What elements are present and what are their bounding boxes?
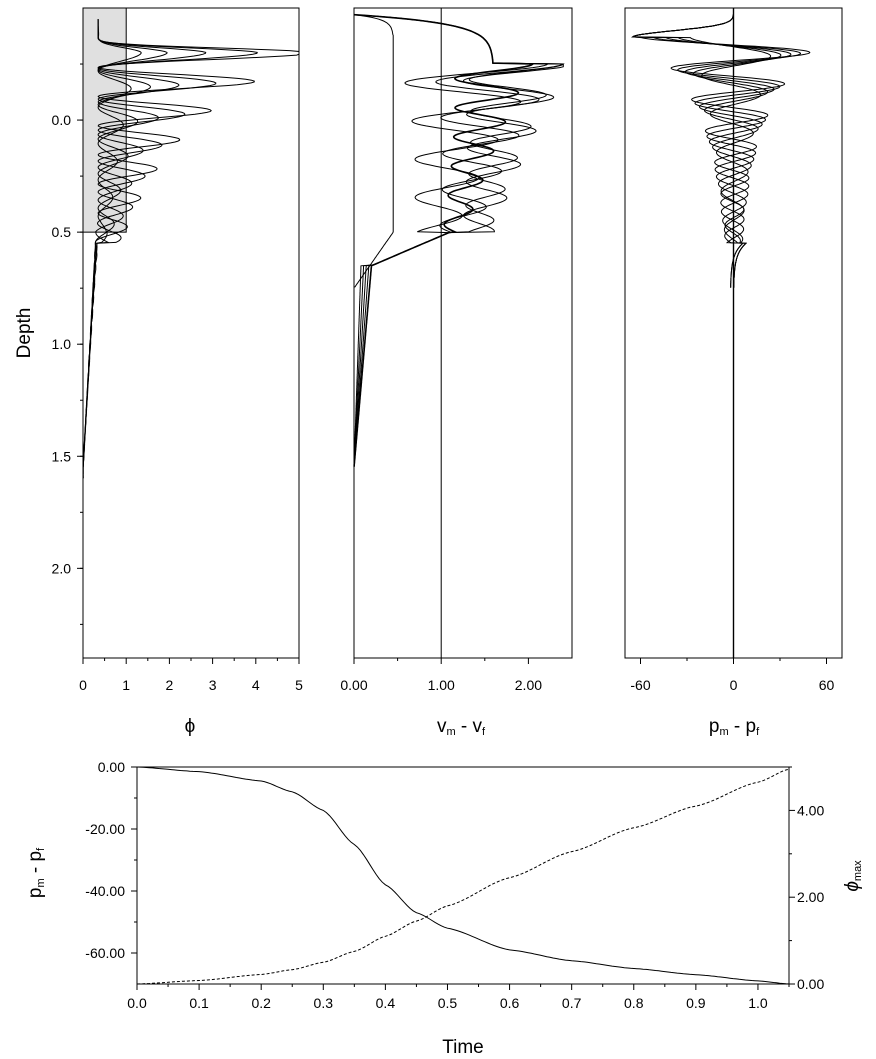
y-tick-label: -60.00 [85, 945, 125, 961]
x-tick-label: 0.4 [376, 995, 396, 1011]
x-tick-label: 0.3 [314, 995, 334, 1011]
x-tick-label: 1 [122, 677, 130, 693]
x-tick-label: 0.6 [500, 995, 520, 1011]
x-tick-label: 0.9 [686, 995, 706, 1011]
x-axis-label: Time [442, 1037, 484, 1058]
series-line [82, 19, 142, 479]
y-tick-label: -20.00 [85, 821, 125, 837]
x-axis-label: pm - pf [709, 716, 760, 738]
pressure-series-line [136, 766, 790, 985]
y-tick-label: 0.00 [98, 759, 125, 775]
x-tick-label: 0.7 [562, 995, 582, 1011]
x-tick-label: 3 [209, 677, 217, 693]
series-line [631, 14, 802, 288]
x-tick-label: 0.0 [127, 995, 147, 1011]
y-tick-label: 1.0 [52, 336, 72, 352]
y-tick-label: 2.0 [52, 560, 72, 576]
series-line [631, 14, 772, 288]
series-line [353, 14, 564, 467]
series-line [353, 14, 565, 467]
series-line [353, 14, 565, 467]
x-tick-label: 0.5 [438, 995, 458, 1011]
series-line [353, 14, 550, 467]
y-tick-label: -40.00 [85, 883, 125, 899]
plot-frame [353, 7, 573, 659]
series-line [631, 14, 792, 288]
x-tick-label: 0.00 [340, 677, 367, 693]
time-series-panel: 0.0 0.1 0.2 0.3 0.4 0.5 0.6 0.7 0.8 0.9 1.0 0.00 -20… [25, 759, 864, 1058]
porosity-panel: 0 1 2 3 4 5 0.0 0.5 1.0 1.5 2.0 ϕ Depth [14, 7, 303, 737]
pressure-panel: -60 0 60 pm - pf [624, 7, 843, 738]
x-tick-label: 5 [295, 677, 303, 693]
series-line [631, 14, 782, 288]
x-tick-label: 0.2 [251, 995, 271, 1011]
x-tick-label: 1.00 [428, 677, 455, 693]
y2-tick-label: 2.00 [797, 889, 824, 905]
y-tick-label: 0.0 [52, 112, 72, 128]
x-tick-label: 0 [730, 677, 738, 693]
x-axis-label: vm - vf [437, 716, 486, 738]
y-tick-label: 1.5 [52, 448, 72, 464]
x-tick-label: 60 [819, 677, 835, 693]
x-tick-label: 2.00 [515, 677, 542, 693]
y2-tick-label: 0.00 [797, 976, 824, 992]
x-tick-label: -60 [630, 677, 650, 693]
y-axis-label: Depth [14, 308, 35, 359]
series-line [631, 14, 811, 288]
y-axis-label: pm - pf [25, 847, 47, 898]
y2-tick-label: 4.00 [797, 802, 824, 818]
phi-max-series-line [136, 768, 790, 985]
y2-axis-label: ϕmax [842, 860, 864, 892]
x-tick-label: 0.1 [189, 995, 209, 1011]
y-tick-label: 0.5 [52, 224, 72, 240]
series-line [353, 14, 394, 288]
x-tick-label: 4 [252, 677, 260, 693]
x-tick-label: 1.0 [748, 995, 768, 1011]
x-tick-label: 0.8 [624, 995, 644, 1011]
series-line [353, 13, 536, 467]
velocity-panel: 0.00 1.00 2.00 vm - vf [340, 7, 573, 738]
x-tick-label: 2 [166, 677, 174, 693]
x-tick-label: 0 [79, 677, 87, 693]
x-axis-label: ϕ [185, 716, 196, 737]
